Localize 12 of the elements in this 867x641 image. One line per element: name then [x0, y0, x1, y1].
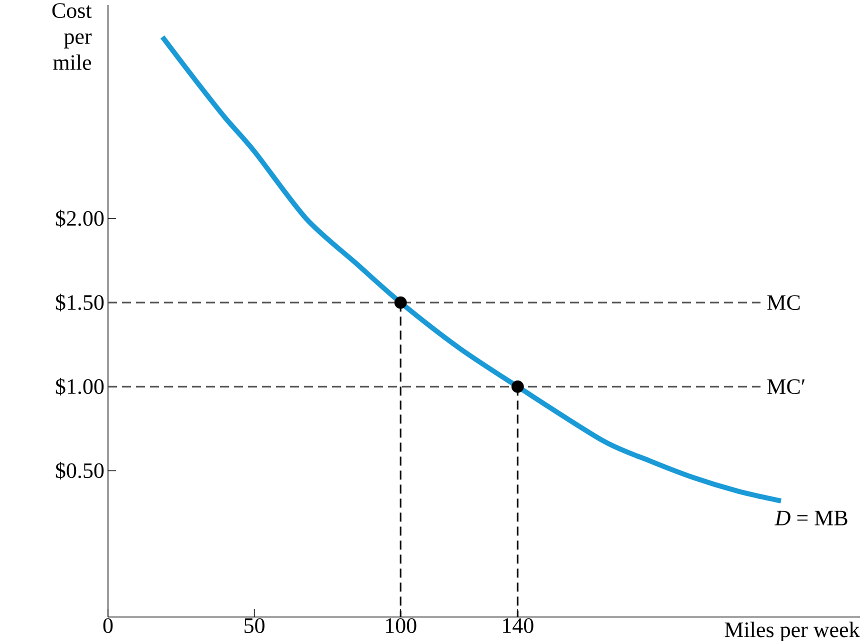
y-tick-label: $1.00	[56, 378, 104, 396]
y-tick-label: $0.50	[56, 462, 104, 480]
x-tick-label: 100	[386, 618, 416, 634]
y-tick-label: $2.00	[56, 210, 104, 228]
series-label: D = MB	[774, 510, 848, 526]
y-tick-label: $1.50	[56, 294, 104, 312]
x-tick-label: 0	[103, 618, 113, 634]
series-label: MC	[767, 295, 800, 310]
x-tick-label: 50	[244, 618, 264, 634]
x-tick-label: 140	[503, 618, 534, 634]
series-label: MC′	[767, 379, 805, 394]
y-axis-title: Cost per mile	[52, 3, 92, 70]
